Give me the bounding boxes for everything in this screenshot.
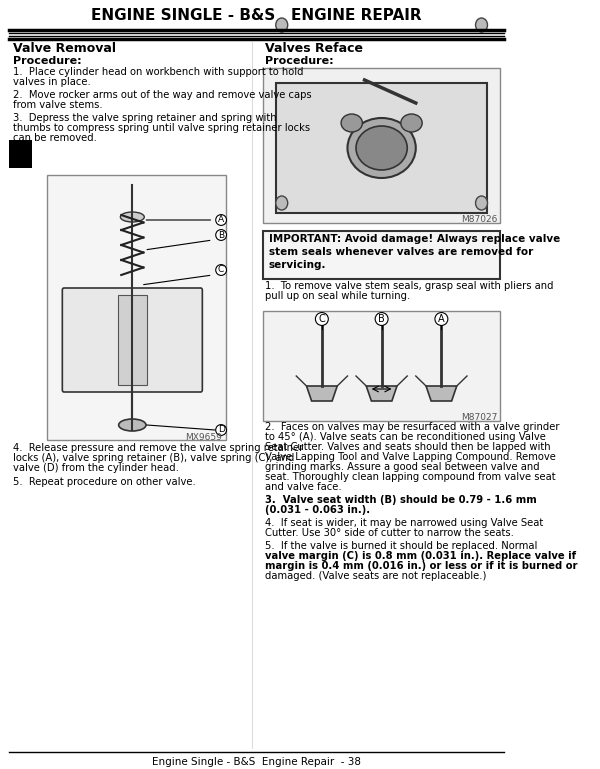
Ellipse shape	[356, 126, 407, 170]
Text: C: C	[218, 265, 224, 275]
Text: A: A	[146, 215, 223, 225]
Text: 4.  Release pressure and remove the valve spring retainer: 4. Release pressure and remove the valve…	[13, 443, 303, 453]
Text: B: B	[218, 231, 224, 239]
Polygon shape	[426, 386, 457, 401]
Text: M87027: M87027	[461, 414, 498, 422]
Ellipse shape	[347, 118, 416, 178]
Text: from valve stems.: from valve stems.	[13, 100, 103, 110]
Text: 5.  Repeat procedure on other valve.: 5. Repeat procedure on other valve.	[13, 477, 196, 487]
Text: 3.  Depress the valve spring retainer and spring with: 3. Depress the valve spring retainer and…	[13, 113, 277, 123]
Text: 3.  Valve seat width (B) should be 0.79 - 1.6 mm: 3. Valve seat width (B) should be 0.79 -…	[265, 495, 536, 505]
Bar	[263, 311, 500, 421]
Ellipse shape	[341, 114, 362, 132]
Text: 2.  Move rocker arms out of the way and remove valve caps: 2. Move rocker arms out of the way and r…	[13, 90, 311, 100]
Ellipse shape	[401, 114, 422, 132]
Text: 5.  If the valve is burned it should be replaced. Normal: 5. If the valve is burned it should be r…	[265, 541, 537, 551]
Text: locks (A), valve spring retainer (B), valve spring (C), and: locks (A), valve spring retainer (B), va…	[13, 453, 294, 463]
Text: can be removed.: can be removed.	[13, 133, 97, 143]
Text: grinding marks. Assure a good seal between valve and: grinding marks. Assure a good seal betwe…	[265, 462, 539, 472]
Text: stem seals whenever valves are removed for: stem seals whenever valves are removed f…	[269, 247, 533, 257]
Text: pull up on seal while turning.: pull up on seal while turning.	[265, 291, 410, 301]
Text: 1.  To remove valve stem seals, grasp seal with pliers and: 1. To remove valve stem seals, grasp sea…	[265, 281, 553, 291]
Text: 1.  Place cylinder head on workbench with support to hold: 1. Place cylinder head on workbench with…	[13, 67, 304, 77]
Text: (0.031 - 0.063 in.).: (0.031 - 0.063 in.).	[265, 505, 370, 515]
Circle shape	[276, 196, 288, 210]
Polygon shape	[307, 386, 337, 401]
Ellipse shape	[121, 212, 144, 222]
Bar	[263, 68, 500, 223]
Text: 2.  Faces on valves may be resurfaced with a valve grinder: 2. Faces on valves may be resurfaced wit…	[265, 422, 559, 432]
Text: margin is 0.4 mm (0.016 in.) or less or if it is burned or: margin is 0.4 mm (0.016 in.) or less or …	[265, 561, 577, 571]
Text: seat. Thoroughly clean lapping compound from valve seat: seat. Thoroughly clean lapping compound …	[265, 472, 555, 482]
Bar	[118, 295, 147, 385]
Text: thumbs to compress spring until valve spring retainer locks: thumbs to compress spring until valve sp…	[13, 123, 310, 133]
Text: Valves Reface: Valves Reface	[265, 42, 362, 55]
Text: A: A	[438, 314, 445, 324]
Text: Cutter. Use 30° side of cutter to narrow the seats.: Cutter. Use 30° side of cutter to narrow…	[265, 528, 514, 538]
Text: and valve face.: and valve face.	[265, 482, 341, 492]
Text: D: D	[218, 425, 224, 434]
Text: A: A	[218, 215, 224, 225]
Text: C: C	[319, 314, 325, 324]
Bar	[276, 83, 487, 213]
Text: 4.  If seat is wider, it may be narrowed using Valve Seat: 4. If seat is wider, it may be narrowed …	[265, 518, 543, 528]
Text: B: B	[378, 314, 385, 324]
Bar	[47, 175, 226, 440]
Polygon shape	[366, 386, 397, 401]
Text: MX9659: MX9659	[185, 432, 222, 441]
Bar	[8, 140, 32, 168]
Text: ENGINE SINGLE - B&S   ENGINE REPAIR: ENGINE SINGLE - B&S ENGINE REPAIR	[91, 8, 421, 22]
Circle shape	[476, 196, 487, 210]
Text: Procedure:: Procedure:	[13, 56, 82, 66]
Text: servicing.: servicing.	[269, 260, 326, 270]
Text: M87026: M87026	[461, 215, 498, 225]
Circle shape	[276, 18, 288, 32]
Text: valve margin (C) is 0.8 mm (0.031 in.). Replace valve if: valve margin (C) is 0.8 mm (0.031 in.). …	[265, 551, 576, 561]
Text: damaged. (Valve seats are not replaceable.): damaged. (Valve seats are not replaceabl…	[265, 571, 486, 581]
Text: Valve Removal: Valve Removal	[13, 42, 116, 55]
Text: to 45° (A). Valve seats can be reconditioned using Valve: to 45° (A). Valve seats can be reconditi…	[265, 432, 545, 442]
Text: Valve Lapping Tool and Valve Lapping Compound. Remove: Valve Lapping Tool and Valve Lapping Com…	[265, 452, 556, 462]
Circle shape	[476, 18, 487, 32]
FancyBboxPatch shape	[263, 231, 500, 279]
FancyBboxPatch shape	[62, 288, 202, 392]
Text: valves in place.: valves in place.	[13, 77, 91, 87]
Text: Engine Single - B&S  Engine Repair  - 38: Engine Single - B&S Engine Repair - 38	[152, 757, 361, 767]
Text: Seat Cutter. Valves and seats should then be lapped with: Seat Cutter. Valves and seats should the…	[265, 442, 550, 452]
Ellipse shape	[119, 419, 146, 431]
Text: valve (D) from the cylinder head.: valve (D) from the cylinder head.	[13, 463, 179, 473]
Text: Procedure:: Procedure:	[265, 56, 333, 66]
Text: IMPORTANT: Avoid damage! Always replace valve: IMPORTANT: Avoid damage! Always replace …	[269, 234, 560, 244]
